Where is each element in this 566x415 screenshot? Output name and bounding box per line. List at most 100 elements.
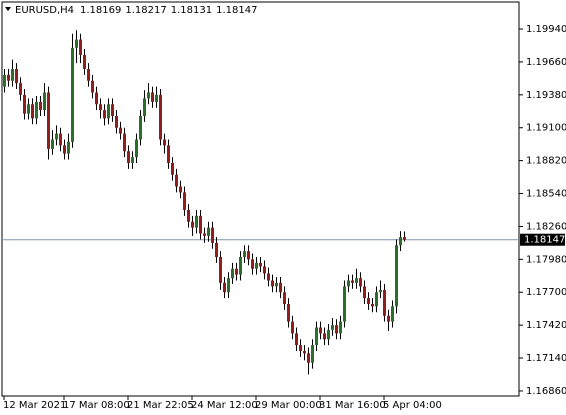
y-tick-label: 1.18260 [526,221,566,232]
candle-body [167,145,170,163]
y-tick-label: 1.17140 [526,353,566,364]
candle-body [91,80,94,93]
candle-body [355,278,358,283]
y-tick-label: 1.19940 [526,24,566,35]
y-tick-label: 1.16860 [526,386,566,397]
last-open: 1.18169 [80,5,121,16]
candle-body [27,104,30,114]
x-tick-label: 5 Apr 04:00 [383,400,442,411]
candle-body [323,333,326,340]
candle-body [239,256,242,275]
candle-body [207,227,210,236]
candle-body [99,104,102,111]
candle-body [315,327,318,346]
candle-body [191,221,194,228]
candle-body [223,282,226,293]
candle-body [71,47,74,142]
candle-body [375,292,378,307]
candle-body [263,266,266,274]
y-tick-label: 1.17700 [526,287,566,298]
candle-body [115,115,118,128]
price-tag-label: 1.18147 [524,235,565,246]
candle-body [283,292,286,304]
last-low: 1.18131 [171,5,212,16]
candle-body [131,157,134,163]
x-tick-label: 31 Mar 16:00 [319,400,386,411]
y-tick-label: 1.17980 [526,254,566,265]
candle-body [391,306,394,322]
candle-body [287,303,290,322]
candle-body [79,39,82,55]
candle-body [251,259,254,269]
last-high: 1.18217 [125,5,166,16]
candle-body [35,101,38,119]
candle-body [139,115,142,140]
candle-body [159,94,162,140]
candle-body [367,298,370,304]
candle-body [395,245,398,307]
x-tick-label: 24 Mar 12:00 [191,400,258,411]
candle-body [271,280,274,287]
candle-body [103,110,106,119]
candle-body [75,39,78,48]
candle-body [107,104,110,119]
candle-body [335,325,338,334]
candle-body [87,68,90,81]
candle-body [63,145,66,154]
candle-body [231,268,234,279]
x-tick-label: 21 Mar 22:05 [127,400,194,411]
y-tick-label: 1.19100 [526,123,566,134]
candle-body [171,162,174,175]
candle-body [155,94,158,102]
candle-body [243,251,246,257]
candle-body [379,289,382,293]
candle-body [55,133,58,140]
candle-body [383,289,386,316]
candle-body [307,353,310,363]
candle-body [299,345,302,351]
candle-body [363,286,366,299]
candle-body [23,94,26,114]
candle-body [51,139,54,149]
candle-body [327,329,330,340]
candle-body [187,209,190,222]
candle-body [151,92,154,102]
plot-frame [1,1,520,397]
candle-body [143,98,146,116]
candle-body [47,92,50,149]
candle-body [11,68,14,81]
candle-body [267,273,270,281]
candle-body [275,282,278,287]
symbol: EURUSD,H4 [15,5,74,16]
candle-body [227,278,230,293]
candle-body [339,321,342,334]
candle-body [7,74,10,81]
candle-body [95,92,98,105]
candle-body [31,104,34,119]
y-tick-label: 1.18820 [526,156,566,167]
candle-body [311,345,314,363]
candle-body [175,174,178,187]
candle-body [351,280,354,283]
candle-body [403,237,406,240]
candle-body [371,303,374,307]
collapse-icon[interactable] [5,7,11,11]
candle-body [127,151,130,163]
candle-body [279,282,282,293]
candle-body [215,242,218,257]
candle-body [303,350,306,354]
candle-body [39,101,42,111]
candle-body [255,262,258,269]
candle-body [179,186,182,193]
candle-body [3,74,6,87]
candle-body [259,262,262,267]
candle-body [211,227,214,243]
candle-body [15,68,18,84]
price-tag [520,233,565,246]
x-tick-label: 12 Mar 2021 [3,400,66,411]
candle-body [43,92,46,111]
candle-body [19,83,22,95]
candle-body [111,104,114,116]
